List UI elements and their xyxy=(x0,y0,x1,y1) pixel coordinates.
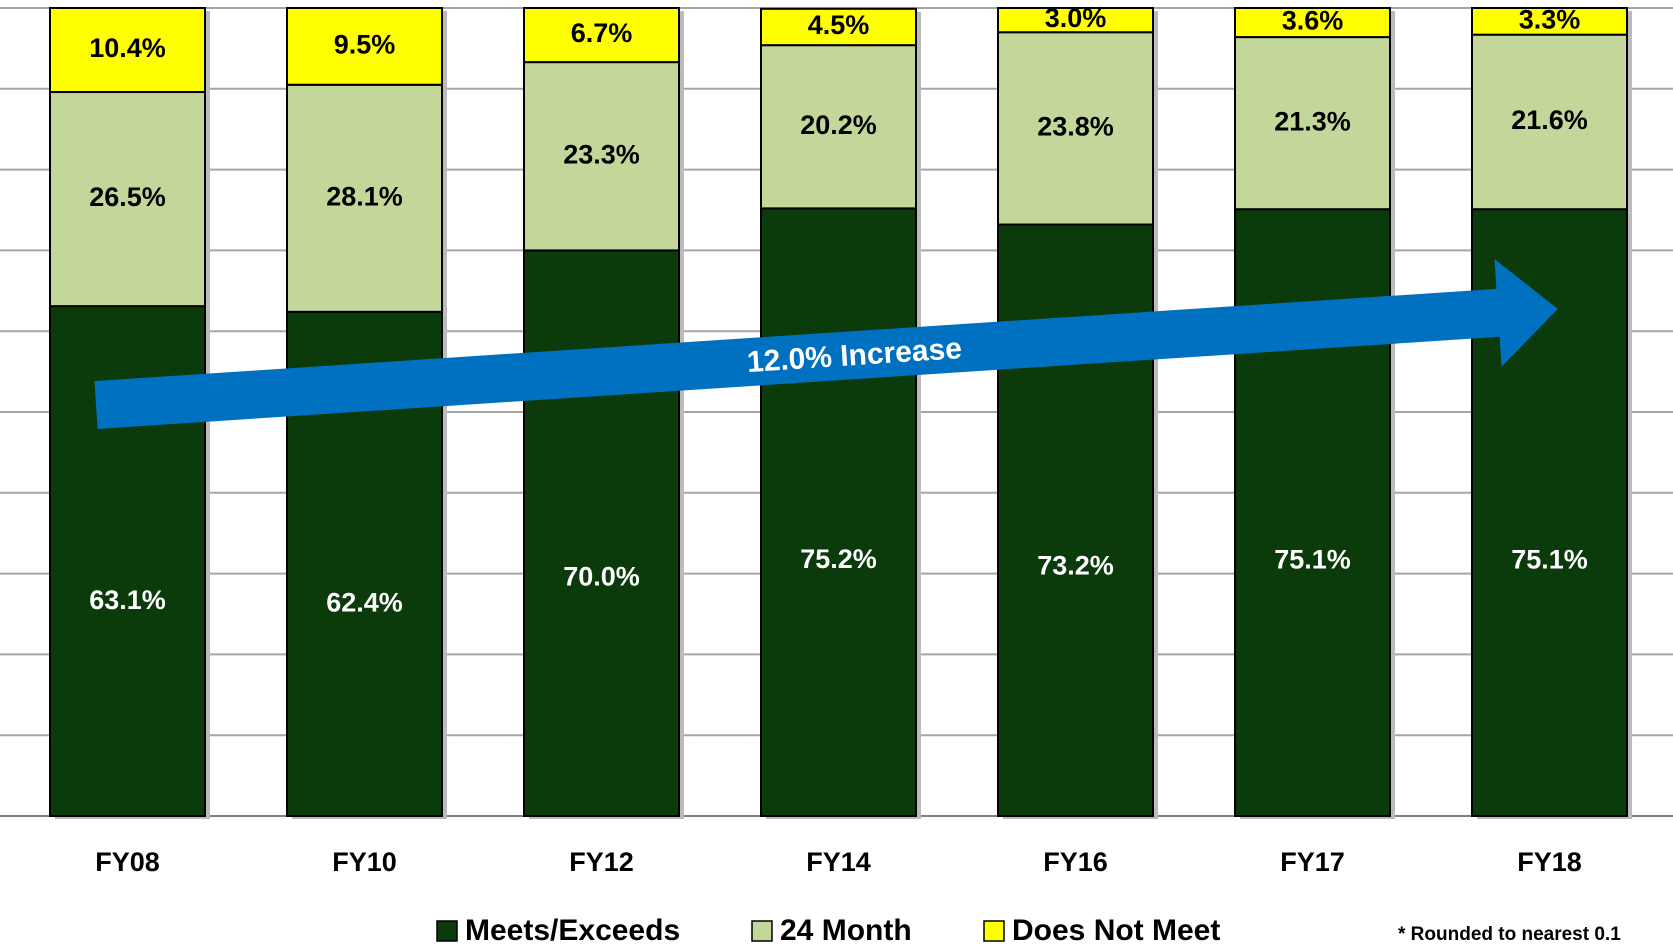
bar-segment xyxy=(523,61,680,252)
data-label: 3.6% xyxy=(1282,6,1344,36)
bar-segment xyxy=(1234,7,1391,39)
bar-segment xyxy=(523,7,680,64)
legend-swatch xyxy=(436,920,458,942)
bar-segment xyxy=(286,83,443,313)
x-tick-label: FY10 xyxy=(332,847,397,877)
bars: FY08 63.1% 26.5% 10.4% FY10 62.4% 28.1% 9.5% FY1… xyxy=(49,3,1632,877)
x-tick-label: FY08 xyxy=(95,847,160,877)
data-label: 9.5% xyxy=(334,30,396,60)
bar-segment xyxy=(760,44,917,210)
data-label: 21.3% xyxy=(1274,106,1351,136)
bar-segment xyxy=(523,249,680,817)
data-label: 10.4% xyxy=(89,33,166,63)
bar-segment xyxy=(1471,7,1628,36)
data-label: 28.1% xyxy=(326,181,403,211)
legend-swatch xyxy=(983,920,1005,942)
data-label: 3.0% xyxy=(1045,3,1107,33)
x-tick-label: FY14 xyxy=(806,847,871,877)
bar-segment xyxy=(286,7,443,86)
data-label: 3.3% xyxy=(1519,4,1581,34)
data-label: 75.1% xyxy=(1274,544,1351,574)
bar-segment xyxy=(49,7,206,94)
data-label: 62.4% xyxy=(326,587,403,617)
bar-segment xyxy=(760,7,917,47)
data-label: 6.7% xyxy=(571,18,633,48)
data-label: 20.2% xyxy=(800,110,877,140)
arrow: 12.0% Increase xyxy=(94,258,1558,429)
x-tick-label: FY12 xyxy=(569,847,634,877)
footnote: * Rounded to nearest 0.1 xyxy=(1398,924,1621,945)
data-label: 21.6% xyxy=(1511,105,1588,135)
legend-label: 24 Month xyxy=(780,914,912,946)
legend: Meets/Exceeds 24 Month Does Not Meet xyxy=(436,914,1220,946)
x-tick-label: FY16 xyxy=(1043,847,1108,877)
data-label: 63.1% xyxy=(89,585,166,615)
x-tick-label: FY17 xyxy=(1280,847,1345,877)
data-label: 73.2% xyxy=(1037,551,1114,581)
arrow-shape xyxy=(94,258,1558,429)
legend-label: Meets/Exceeds xyxy=(465,914,680,946)
bar-segment xyxy=(997,31,1154,226)
x-tick-label: FY18 xyxy=(1517,847,1582,877)
data-label: 23.3% xyxy=(563,139,640,169)
data-label: 4.5% xyxy=(808,10,870,40)
bar-segment xyxy=(1234,36,1391,211)
data-label: 75.2% xyxy=(800,544,877,574)
legend-label: Does Not Meet xyxy=(1012,914,1220,946)
legend-swatch xyxy=(751,920,773,942)
bar-segment xyxy=(1471,33,1628,211)
bar-segment xyxy=(49,91,206,308)
data-label: 26.5% xyxy=(89,182,166,212)
data-label: 23.8% xyxy=(1037,112,1114,142)
bar-segment xyxy=(997,7,1154,34)
data-label: 70.0% xyxy=(563,562,640,592)
data-label: 75.1% xyxy=(1511,544,1588,574)
bar-segment xyxy=(760,207,917,818)
